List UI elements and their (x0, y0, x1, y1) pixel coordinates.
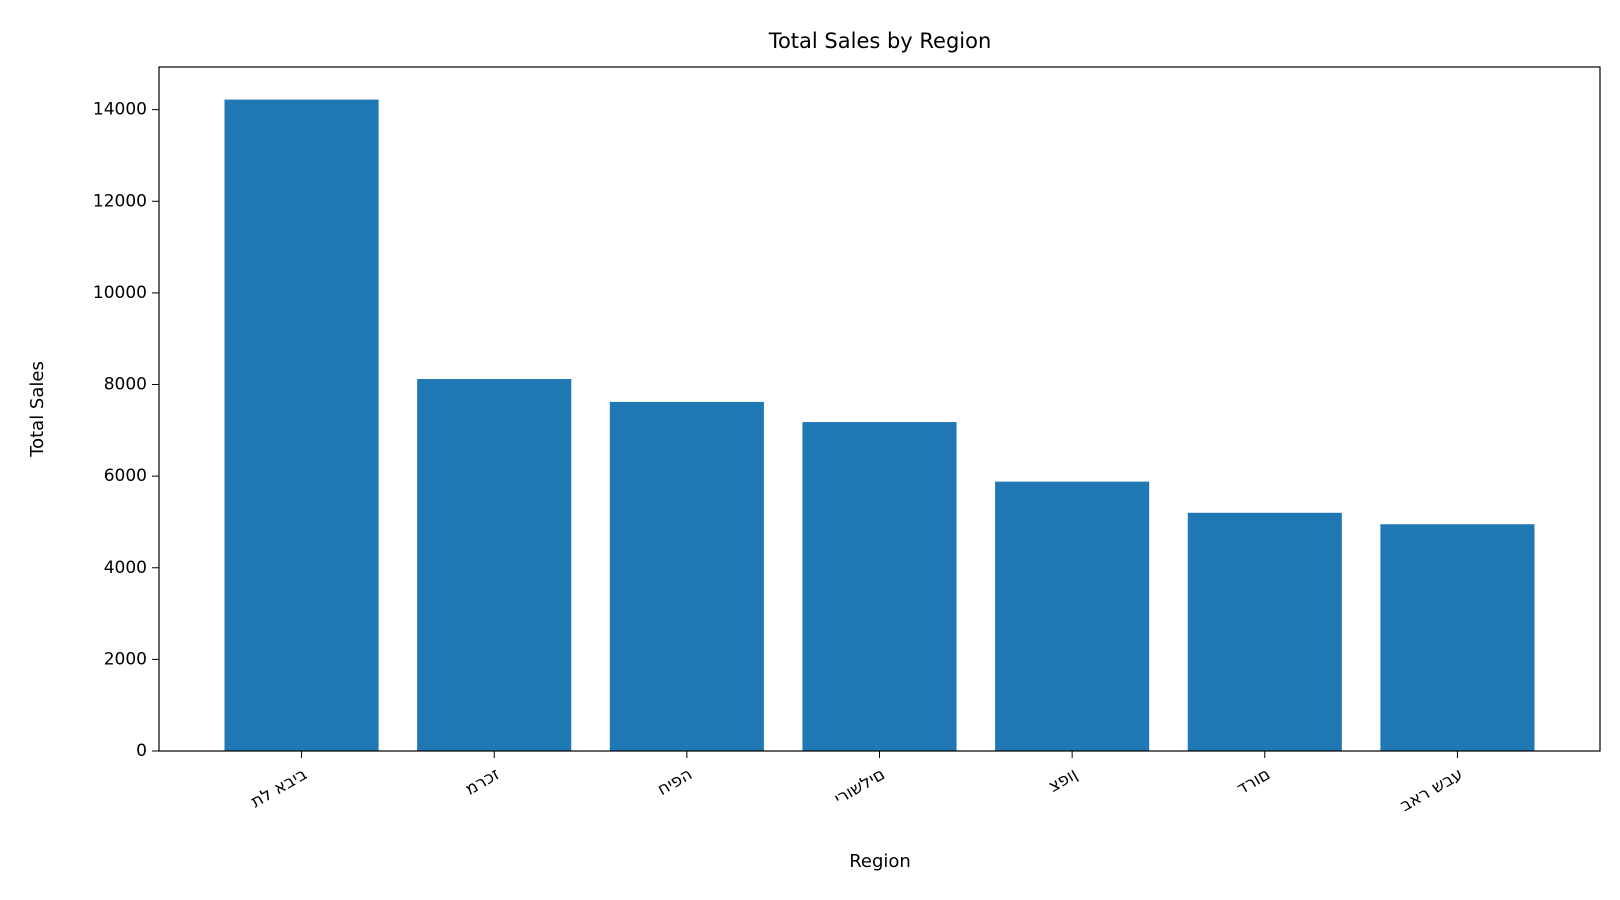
bar (1187, 512, 1342, 751)
y-tick-label: 12000 (93, 191, 147, 211)
y-tick-label: 4000 (104, 558, 147, 578)
y-tick-label: 6000 (104, 466, 147, 486)
y-axis-label: Total Sales (27, 361, 48, 458)
y-tick-label: 10000 (93, 283, 147, 303)
y-tick-label: 2000 (104, 649, 147, 669)
x-axis-label: Region (849, 851, 911, 872)
y-tick-label: 0 (136, 741, 147, 761)
bar (995, 481, 1150, 751)
y-tick-label: 14000 (93, 100, 147, 120)
bar (609, 401, 764, 751)
bar (1380, 524, 1535, 751)
y-tick-label: 8000 (104, 375, 147, 395)
chart-title: Total Sales by Region (768, 29, 992, 53)
bar (417, 379, 572, 751)
plot-frame (158, 66, 1601, 752)
bar (224, 99, 379, 752)
bar (802, 422, 957, 751)
